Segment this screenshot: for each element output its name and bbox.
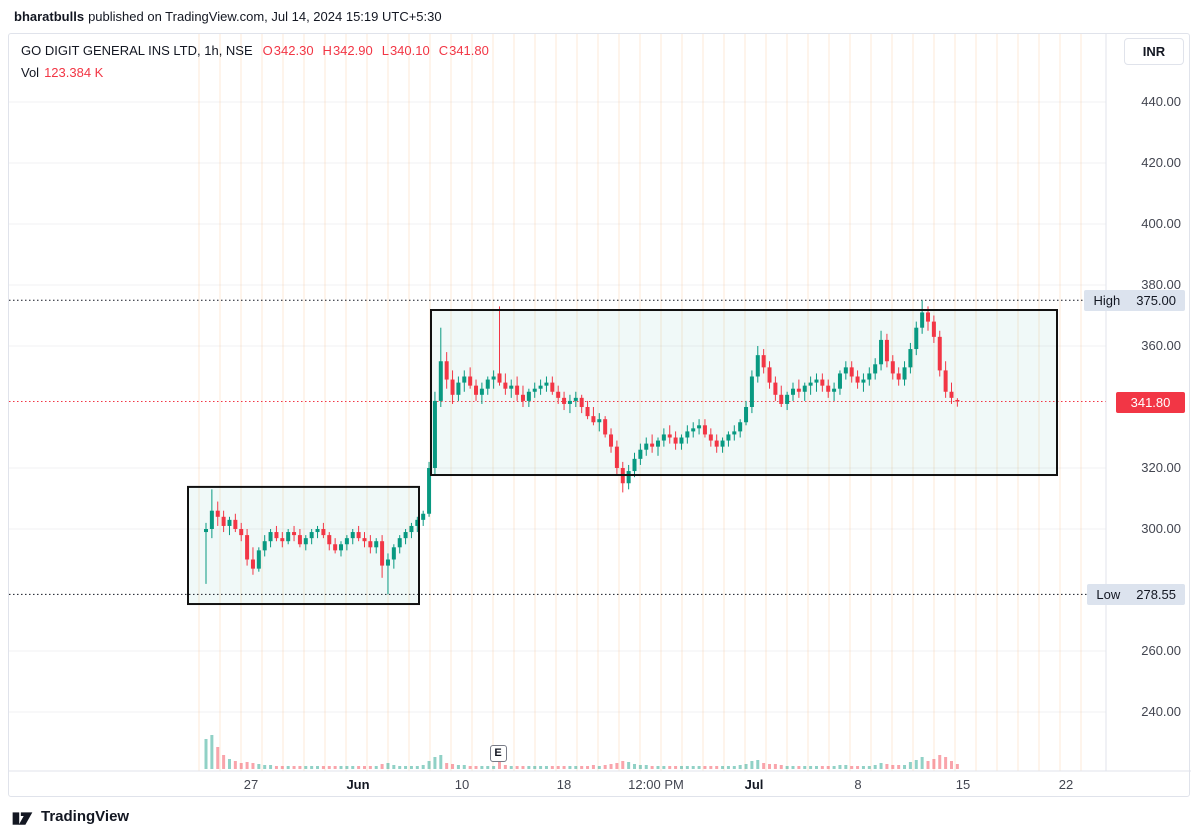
currency-button[interactable]: INR bbox=[1124, 38, 1184, 65]
chart-widget: GO DIGIT GENERAL INS LTD, 1h, NSE O342.3… bbox=[8, 33, 1191, 798]
ohlc-value: 340.10 bbox=[389, 43, 430, 58]
ohlc-values: O342.30 H342.90 L340.10 C341.80 bbox=[263, 43, 498, 58]
ohlc-value: 341.80 bbox=[449, 43, 489, 58]
attribution-header: bharatbulls published on TradingView.com,… bbox=[14, 9, 442, 24]
time-tick-label: Jun bbox=[346, 777, 370, 792]
last-price-badge: 341.80 bbox=[1116, 391, 1185, 413]
time-tick-label: 12:00 PM bbox=[628, 777, 684, 792]
high-price-badge: High 375.00 bbox=[1084, 290, 1185, 312]
low-badge-label: Low bbox=[1096, 587, 1121, 603]
low-badge-value: 278.55 bbox=[1136, 587, 1176, 603]
price-tick-label: 420.00 bbox=[1141, 155, 1181, 170]
chart-legend: GO DIGIT GENERAL INS LTD, 1h, NSE O342.3… bbox=[21, 43, 498, 80]
low-price-badge: Low 278.55 bbox=[1087, 584, 1185, 606]
drawing-boxes-fill-layer[interactable] bbox=[188, 310, 1057, 605]
ohlc-key: L bbox=[381, 43, 389, 58]
volume-layer bbox=[204, 735, 959, 769]
legend-row-symbol: GO DIGIT GENERAL INS LTD, 1h, NSE O342.3… bbox=[21, 43, 498, 58]
hlines-layer bbox=[9, 299, 1106, 595]
publish-info: published on TradingView.com, Jul 14, 20… bbox=[88, 9, 442, 24]
price-tick-label: 240.00 bbox=[1141, 704, 1181, 719]
price-gridlines-layer bbox=[9, 101, 1106, 713]
symbol-title[interactable]: GO DIGIT GENERAL INS LTD, 1h, NSE bbox=[21, 43, 253, 58]
price-tick-label: 320.00 bbox=[1141, 460, 1181, 475]
ohlc-value: 342.30 bbox=[273, 43, 314, 58]
volume-label: Vol bbox=[21, 65, 40, 80]
volume-value: 123.384 K bbox=[44, 65, 104, 80]
footer: TradingView bbox=[11, 805, 129, 828]
ohlc-key: H bbox=[322, 43, 332, 58]
price-axis[interactable]: 440.00 420.00 400.00 380.00 360.00 320.00 300.… bbox=[1106, 34, 1191, 771]
time-tick-label: 15 bbox=[955, 777, 971, 792]
price-tick-label: 300.00 bbox=[1141, 521, 1181, 536]
time-tick-label: 10 bbox=[454, 777, 470, 792]
tradingview-logo-icon[interactable] bbox=[11, 805, 34, 828]
ohlc-key: C bbox=[438, 43, 449, 58]
time-axis[interactable]: 27 Jun 10 18 12:00 PM Jul 8 15 22 bbox=[9, 771, 1106, 798]
author-name[interactable]: bharatbulls bbox=[14, 9, 85, 24]
time-tick-label: 8 bbox=[854, 777, 862, 792]
ohlc-key: O bbox=[262, 43, 273, 58]
axis-separators bbox=[9, 34, 1191, 772]
legend-row-volume: Vol 123.384 K bbox=[21, 65, 498, 80]
candles-layer[interactable] bbox=[204, 300, 960, 595]
price-tick-label: 380.00 bbox=[1141, 277, 1181, 292]
tradingview-brand[interactable]: TradingView bbox=[41, 808, 130, 825]
price-tick-label: 260.00 bbox=[1141, 643, 1181, 658]
time-tick-label: 18 bbox=[556, 777, 572, 792]
ohlc-value: 342.90 bbox=[332, 43, 373, 58]
drawing-boxes-border-layer[interactable] bbox=[187, 309, 1058, 606]
earnings-marker[interactable]: E bbox=[489, 744, 507, 762]
price-tick-label: 360.00 bbox=[1141, 338, 1181, 353]
high-badge-label: High bbox=[1093, 293, 1121, 309]
price-tick-label: 400.00 bbox=[1141, 216, 1181, 231]
session-lines-layer bbox=[198, 34, 1082, 771]
time-tick-label: 22 bbox=[1058, 777, 1074, 792]
time-tick-label: Jul bbox=[744, 777, 764, 792]
time-tick-label: 27 bbox=[243, 777, 259, 792]
high-badge-value: 375.00 bbox=[1136, 293, 1176, 309]
chart-canvas[interactable] bbox=[9, 34, 1191, 798]
price-tick-label: 440.00 bbox=[1141, 94, 1181, 109]
